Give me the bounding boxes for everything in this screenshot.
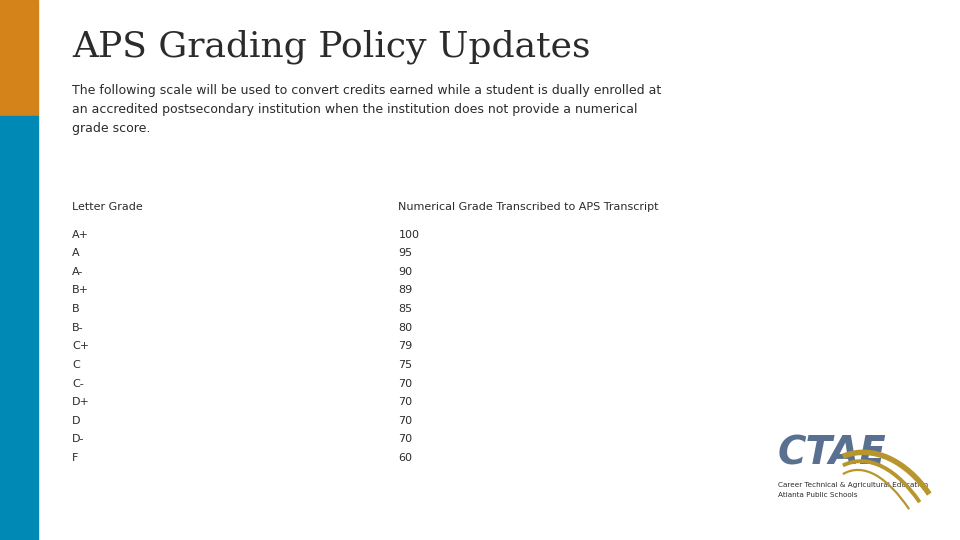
Text: 90: 90	[398, 267, 413, 277]
Text: D: D	[72, 416, 81, 426]
Text: Numerical Grade Transcribed to APS Transcript: Numerical Grade Transcribed to APS Trans…	[398, 202, 659, 213]
Text: C+: C+	[72, 341, 89, 352]
Text: C-: C-	[72, 379, 84, 389]
Text: A+: A+	[72, 230, 89, 240]
Text: 85: 85	[398, 304, 413, 314]
Text: 70: 70	[398, 397, 413, 407]
Text: 95: 95	[398, 248, 413, 258]
Text: A: A	[72, 248, 80, 258]
Text: 60: 60	[398, 453, 413, 463]
Text: F: F	[72, 453, 79, 463]
Text: D-: D-	[72, 435, 84, 444]
Text: 70: 70	[398, 435, 413, 444]
Text: B: B	[72, 304, 80, 314]
Text: 89: 89	[398, 286, 413, 295]
Text: 70: 70	[398, 379, 413, 389]
Text: APS Grading Policy Updates: APS Grading Policy Updates	[72, 30, 590, 64]
Text: Atlanta Public Schools: Atlanta Public Schools	[778, 492, 857, 498]
Text: Letter Grade: Letter Grade	[72, 202, 143, 213]
Text: B-: B-	[72, 322, 84, 333]
Text: The following scale will be used to convert credits earned while a student is du: The following scale will be used to conv…	[72, 84, 661, 134]
Text: 100: 100	[398, 230, 420, 240]
Text: 70: 70	[398, 416, 413, 426]
Text: D+: D+	[72, 397, 90, 407]
Text: 79: 79	[398, 341, 413, 352]
Text: Career Technical & Agricultural Education: Career Technical & Agricultural Educatio…	[778, 482, 927, 488]
Text: CTAE: CTAE	[778, 435, 886, 472]
Text: 80: 80	[398, 322, 413, 333]
Text: A-: A-	[72, 267, 84, 277]
Text: 75: 75	[398, 360, 413, 370]
Text: B+: B+	[72, 286, 89, 295]
Text: C: C	[72, 360, 80, 370]
